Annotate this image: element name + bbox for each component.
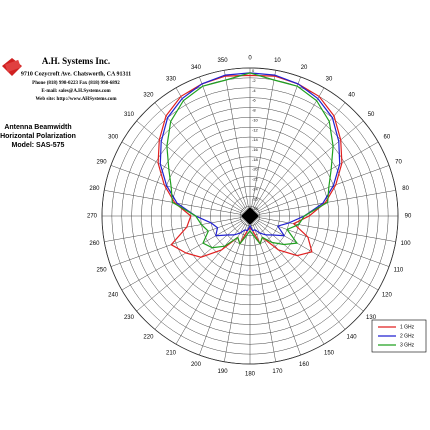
r-tick-label: -16 (252, 147, 259, 152)
angle-label: 180 (245, 372, 256, 378)
angle-label: 90 (405, 214, 412, 220)
r-tick-label: -4 (252, 88, 256, 93)
angle-label: 110 (394, 268, 404, 274)
spoke (249, 70, 276, 217)
spoke (199, 76, 251, 217)
spoke (249, 215, 379, 291)
angle-label: 200 (191, 362, 202, 368)
r-tick-label: -18 (252, 157, 259, 162)
spoke (249, 87, 325, 217)
angle-label: 190 (218, 369, 229, 375)
angle-label: 310 (124, 112, 135, 118)
phone: Phone (818) 998-0223 Fax (818) 998-6892 (32, 81, 120, 86)
spoke (104, 215, 251, 242)
angle-label: 50 (368, 112, 375, 118)
spoke (110, 165, 251, 217)
spoke (249, 165, 390, 217)
angle-label: 80 (402, 186, 409, 192)
spoke (249, 76, 301, 217)
spoke (249, 215, 276, 362)
angle-label: 230 (124, 315, 135, 321)
r-tick-label: -20 (252, 167, 259, 172)
logo (2, 58, 22, 76)
angle-label: 20 (301, 65, 308, 71)
r-tick-label: -22 (252, 177, 259, 182)
email: E-mail: sales@A.H.Systems.com (41, 89, 111, 94)
angle-label: 160 (299, 362, 310, 368)
angle-label: 170 (272, 369, 283, 375)
series-line (159, 72, 341, 237)
angle-label: 300 (108, 135, 119, 141)
r-tick-label: -12 (252, 127, 259, 132)
r-tick-label: -14 (252, 137, 259, 142)
r-tick-label: -24 (252, 186, 259, 191)
angle-label: 220 (143, 335, 154, 341)
spoke (249, 120, 364, 217)
series-line (166, 72, 334, 249)
spoke (249, 215, 301, 356)
angle-label: 270 (87, 214, 98, 220)
angle-label: 140 (347, 335, 358, 341)
spoke (249, 215, 364, 312)
r-tick-label: -2 (252, 78, 256, 83)
angle-label: 150 (324, 350, 335, 356)
angle-label: 130 (366, 315, 377, 321)
angle-label: 250 (97, 268, 108, 274)
angle-label: 210 (166, 350, 177, 356)
spoke (136, 215, 251, 312)
web: Web site: http://www.AHSystems.com (35, 97, 117, 102)
title: Antenna Beamwidth (4, 124, 71, 131)
spoke (249, 215, 396, 242)
series-line (157, 74, 343, 258)
angle-label: 120 (382, 293, 393, 299)
company: A.H. Systems Inc. (42, 56, 110, 66)
r-tick-label: -26 (252, 196, 259, 201)
angle-label: 70 (395, 160, 402, 166)
angle-label: 340 (191, 65, 202, 71)
r-tick-label: -8 (252, 108, 256, 113)
title: Model: SAS-575 (12, 142, 65, 149)
center-marker (241, 207, 259, 225)
r-tick-label: -10 (252, 117, 259, 122)
angle-label: 260 (89, 241, 100, 247)
spoke (175, 87, 251, 217)
angle-label: 0 (248, 56, 252, 62)
legend-label: 2 GHz (400, 333, 415, 339)
spoke (136, 120, 251, 217)
angle-label: 280 (89, 186, 100, 192)
spoke (199, 215, 251, 356)
spoke (249, 141, 379, 217)
angle-label: 30 (326, 77, 333, 83)
angle-label: 60 (383, 135, 390, 141)
angle-label: 40 (348, 93, 355, 99)
angle-label: 330 (166, 77, 177, 83)
spoke (249, 215, 390, 267)
title: Horizontal Polarization (0, 133, 76, 140)
address: 9710 Cozycroft Ave. Chatsworth, CA 91311 (21, 71, 131, 77)
angle-label: 240 (108, 293, 119, 299)
angle-label: 100 (401, 241, 412, 247)
r-tick-label: -28 (252, 206, 259, 211)
angle-label: 350 (218, 58, 229, 64)
legend-label: 1 GHz (400, 324, 415, 330)
spoke (224, 215, 251, 362)
angle-label: 320 (143, 93, 154, 99)
spoke (110, 215, 251, 267)
spoke (224, 70, 251, 217)
spoke (121, 141, 251, 217)
r-tick-label: -6 (252, 98, 256, 103)
legend-label: 3 GHz (400, 342, 415, 348)
angle-label: 10 (274, 58, 281, 64)
r-tick-label: 0 (252, 68, 255, 73)
angle-label: 290 (97, 160, 108, 166)
